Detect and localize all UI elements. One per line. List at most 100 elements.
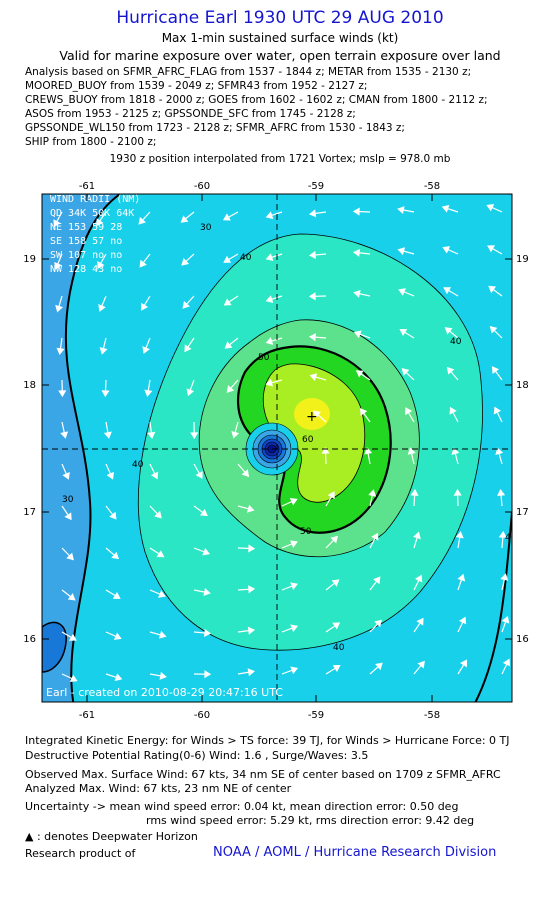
- wind-arrow-head: [405, 407, 413, 416]
- lat-tick-label: 17: [516, 507, 529, 518]
- wind-arrow-head: [330, 535, 339, 544]
- lon-tick-label: -60: [194, 710, 210, 721]
- wind-arrow-head: [181, 258, 190, 266]
- wind-arrow-head: [180, 215, 189, 223]
- contour-sw-island: [42, 621, 67, 673]
- lon-tick-label: -58: [424, 710, 440, 721]
- wind-arrow-head: [415, 574, 423, 583]
- wind-arrow-head: [55, 304, 64, 313]
- analysis-line-3: CREWS_BUOY from 1818 - 2000 z; GOES from…: [25, 94, 488, 106]
- wind-arrow-head: [373, 576, 381, 585]
- wind-arrow-head: [69, 674, 78, 682]
- wind-arrow-head: [67, 593, 76, 601]
- wind-arrow-head: [443, 287, 452, 295]
- wind-arrow-head: [332, 665, 341, 673]
- wind-arrow-head: [500, 573, 509, 581]
- observed-max-line: Observed Max. Surface Wind: 67 kts, 34 n…: [25, 768, 501, 781]
- ike-line: Integrated Kinetic Energy: for Winds > T…: [25, 734, 510, 747]
- contour-50: [198, 319, 420, 558]
- wind-arrow-head: [223, 255, 232, 263]
- wind-arrow-head: [413, 531, 421, 540]
- wind-arrow-head: [195, 471, 203, 479]
- wind-arrow-head: [265, 253, 274, 262]
- contour-label: 60: [302, 435, 314, 445]
- wind-arrow-head: [144, 389, 153, 397]
- organization-link[interactable]: NOAA / AOML / Hurricane Research Divisio…: [213, 845, 497, 860]
- wind-arrow-head: [184, 344, 192, 353]
- wind-map: 40 40 40 40 50 50 60 30 30 40 + WIND RAD…: [23, 181, 529, 721]
- deepwater-legend: ▲ : denotes Deepwater Horizon: [25, 830, 198, 843]
- wind-arrow-head: [290, 624, 299, 633]
- wind-arrow-head: [353, 289, 361, 298]
- wind-arrow-head: [147, 431, 156, 440]
- wind-arrow-head: [457, 573, 466, 582]
- wind-field: 40 40 40 40 50 50 60 30 30 40 + WIND RAD…: [42, 194, 512, 702]
- wind-arrow-head: [56, 347, 65, 355]
- wind-arrow-head: [182, 300, 191, 309]
- wind-arrow-head: [248, 544, 256, 553]
- wind-arrow-head: [186, 388, 195, 397]
- wind-arrow-head: [417, 660, 425, 669]
- wind-arrow-head: [487, 245, 495, 253]
- wind-arrow-head: [62, 471, 70, 480]
- wind-arrow-head: [97, 261, 105, 269]
- contour-label: 40: [333, 643, 345, 653]
- wind-arrow-head: [360, 408, 368, 416]
- wind-arrow-head: [308, 250, 317, 259]
- wind-arrow-head: [58, 390, 67, 398]
- wind-arrow-head: [226, 385, 235, 393]
- lon-tick-label: -59: [308, 710, 324, 721]
- wind-arrow-head: [265, 211, 274, 220]
- contour-label: 40: [450, 337, 462, 347]
- lat-tick-label: 16: [516, 634, 529, 645]
- wind-arrow-head: [502, 658, 511, 667]
- wind-radii-row: NE 153 59 28: [50, 222, 122, 233]
- wind-arrow-head: [199, 508, 208, 517]
- wind-arrow-head: [497, 488, 506, 496]
- wind-arrow-head: [455, 531, 464, 539]
- wind-arrow-head: [308, 333, 316, 342]
- wind-arrow-head: [66, 552, 74, 561]
- wind-arrow-head: [158, 630, 167, 639]
- wind-arrow-head: [203, 628, 212, 637]
- wind-arrow-head: [416, 617, 424, 626]
- wind-arrow-head: [321, 446, 330, 454]
- contour-64: [236, 345, 392, 534]
- wind-arrow-head: [458, 616, 467, 625]
- wind-arrow-head: [498, 530, 507, 538]
- lon-tick-label: -61: [79, 181, 95, 192]
- wind-arrow-head: [364, 447, 373, 455]
- wind-radii-row: NW 128 43 no: [50, 264, 122, 275]
- wind-arrow-head: [99, 347, 108, 355]
- wind-arrow-head: [112, 591, 121, 599]
- wind-arrow-head: [374, 619, 382, 628]
- band-70: [294, 398, 330, 430]
- created-on-note: Earl - created on 2010-08-29 20:47:16 UT…: [46, 686, 283, 699]
- wind-arrow-head: [460, 659, 468, 668]
- wind-arrow-head: [441, 204, 450, 213]
- wind-arrow-head: [495, 447, 504, 456]
- wind-arrow-head: [190, 432, 199, 440]
- wind-arrow-head: [265, 295, 274, 303]
- lon-tick-label: -58: [424, 181, 440, 192]
- wind-radii-row: SE 158 57 no: [50, 236, 122, 247]
- wind-arrow-head: [308, 209, 317, 218]
- wind-arrow-head: [54, 261, 62, 270]
- wind-arrows: [53, 204, 511, 682]
- wind-arrow-head: [101, 390, 110, 398]
- wind-arrow-head: [138, 216, 146, 225]
- wind-arrow-head: [231, 430, 240, 439]
- contour-label: 30: [62, 495, 74, 505]
- wind-arrow-head: [60, 431, 69, 439]
- wind-arrow-head: [332, 622, 341, 630]
- analysis-line-5: GPSSONDE_WL150 from 1723 - 2128 z; SFMR_…: [25, 122, 405, 134]
- wind-arrow-head: [139, 259, 147, 268]
- lat-tick-label: 18: [516, 380, 529, 391]
- wind-arrow-head: [96, 218, 104, 227]
- wind-arrow-head: [399, 328, 408, 336]
- wind-arrow-head: [313, 410, 321, 419]
- wind-arrow-head: [106, 471, 114, 480]
- lat-tick-label: 19: [516, 254, 529, 265]
- lat-tick-label: 18: [23, 380, 36, 391]
- analysis-line-4: ASOS from 1953 - 2125 z; GPSSONDE_SFC fr…: [25, 108, 356, 120]
